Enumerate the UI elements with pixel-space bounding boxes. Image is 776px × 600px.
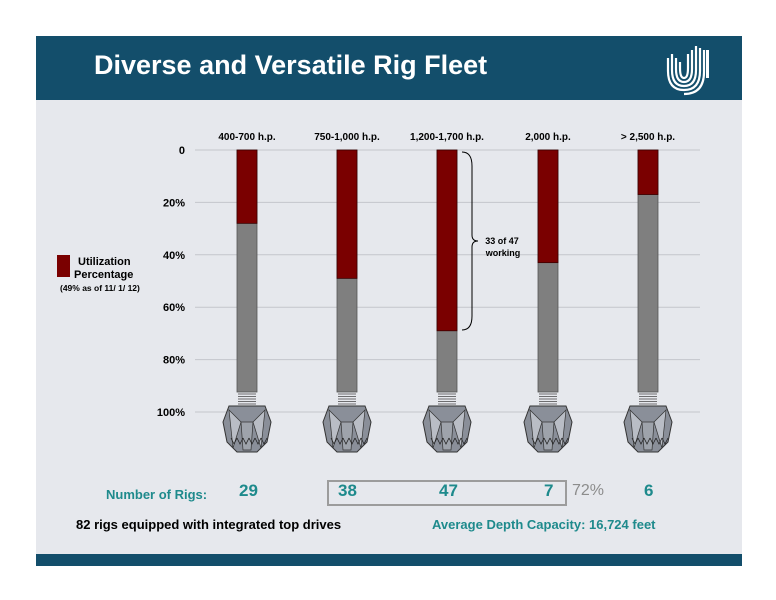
drill-bit-icon [222,393,272,453]
bracket-annotation-line1: 33 of 47 [485,236,519,246]
header-bar: Diverse and Versatile Rig Fleet [36,36,742,100]
x-category-label: 400-700 h.p. [218,132,275,143]
legend-swatch [57,255,70,277]
utilization-bar [436,149,458,332]
depth-capacity-text: Average Depth Capacity: 16,724 feet [432,517,656,532]
y-tick-label: 20% [163,197,185,209]
bracket [461,151,479,331]
x-category-label: 1,200-1,700 h.p. [410,132,484,143]
legend-label-line1: Utilization [78,256,131,268]
y-tick-label: 0 [179,145,185,157]
rig-count-5: 6 [644,481,654,500]
utilization-bar [336,149,358,279]
rig-count-4: 7 [544,481,554,500]
company-logo-icon [666,46,709,96]
drill-bit-icon [623,393,673,453]
bracket-annotation-line2: working [485,248,521,258]
y-tick-label: 40% [163,250,185,262]
utilization-bar [537,149,559,264]
drill-bit-icon [523,393,573,453]
rig-group-percent: 72% [572,482,605,499]
x-category-label: > 2,500 h.p. [621,132,675,143]
slide: Diverse and Versatile Rig Fleet Utilizat… [36,36,742,566]
utilization-bar [236,149,258,224]
x-category-label: 750-1,000 h.p. [314,132,380,143]
legend-label-line2: Percentage [74,269,134,281]
utilization-bar [637,149,659,195]
y-tick-label: 80% [163,355,185,367]
footer-bar [36,554,742,566]
rig-count-2: 38 [338,481,357,500]
legend-note: (49% as of 11/ 1/ 12) [60,283,140,293]
rig-count-3: 47 [439,481,458,500]
x-category-label: 2,000 h.p. [525,132,571,143]
rig-group-box [327,480,567,506]
drill-bit-icon [322,393,372,453]
top-drives-text: 82 rigs equipped with integrated top dri… [76,517,342,532]
y-tick-label: 60% [163,302,185,314]
page-title: Diverse and Versatile Rig Fleet [94,50,488,80]
rig-count-1: 29 [239,481,258,500]
drill-bit-icon [422,393,472,453]
y-tick-label: 100% [157,407,185,419]
rigs-label: Number of Rigs: [106,487,208,502]
